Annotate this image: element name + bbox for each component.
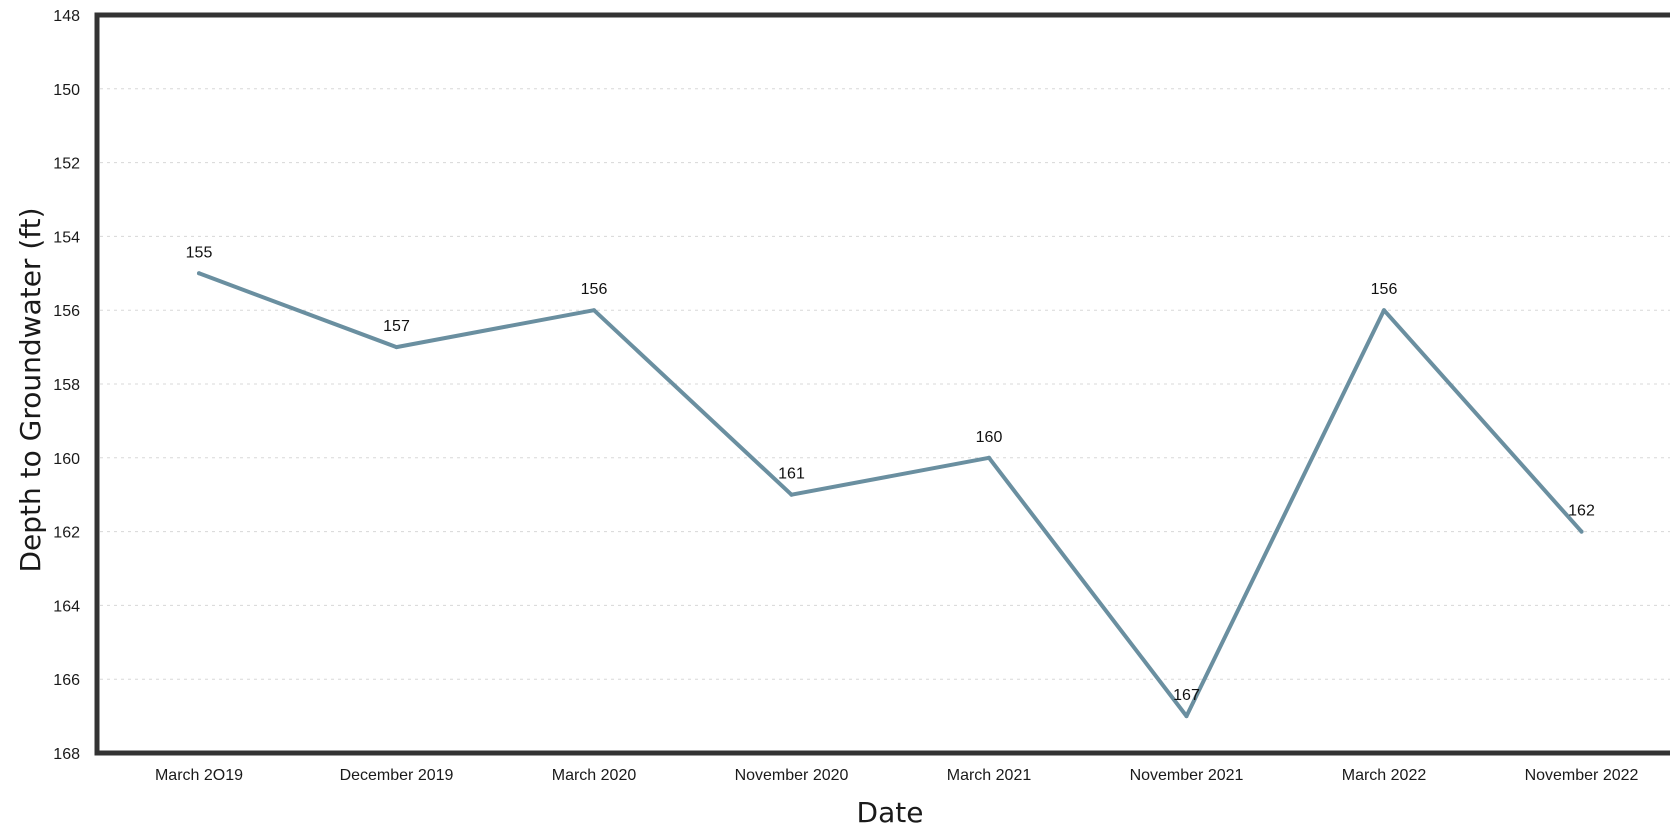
x-tick-label: March 2022	[1342, 767, 1427, 784]
data-point	[1382, 308, 1386, 313]
data-label: 157	[383, 318, 410, 335]
data-point	[592, 308, 596, 313]
series-line-group	[197, 271, 1584, 719]
y-tick-label: 154	[53, 229, 80, 246]
data-point	[987, 455, 991, 460]
data-point	[197, 271, 201, 276]
x-tick-label: March 2020	[552, 767, 637, 784]
series-line	[197, 271, 1584, 719]
data-point	[1184, 714, 1189, 719]
y-tick-label: 148	[53, 8, 80, 25]
data-label: 162	[1568, 503, 1595, 520]
y-tick-label: 156	[53, 303, 80, 320]
y-tick-label: 166	[53, 672, 80, 689]
y-tick-label: 164	[53, 598, 80, 615]
x-tick-label: November 2022	[1525, 767, 1639, 784]
data-label: 156	[1371, 281, 1398, 298]
data-point	[394, 345, 399, 350]
y-tick-label: 150	[53, 82, 80, 99]
y-axis-title: Depth to Groundwater (ft)	[14, 207, 47, 572]
data-label: 155	[186, 244, 213, 261]
y-axis-ticks: 148 150 152 154 156 158 160 162 164 166 168	[53, 8, 80, 763]
data-labels: 155 157 156 161 160 167 156 162	[186, 244, 1595, 704]
gridlines	[100, 88, 1670, 680]
x-tick-label: November 2021	[1130, 767, 1244, 784]
x-axis-ticks: March 2O19 December 2019 March 2020 Novembe…	[155, 767, 1639, 784]
x-tick-label: November 2020	[735, 767, 849, 784]
data-label: 160	[976, 429, 1003, 446]
data-label: 156	[581, 281, 608, 298]
data-label: 161	[778, 466, 805, 483]
data-point	[789, 492, 794, 497]
x-tick-label: March 2O19	[155, 767, 243, 784]
data-point	[1579, 529, 1584, 534]
data-label: 167	[1173, 687, 1200, 704]
y-tick-label: 158	[53, 377, 80, 394]
x-axis-title: Date	[857, 796, 924, 829]
y-tick-label: 160	[53, 451, 80, 468]
x-tick-label: March 2021	[947, 767, 1032, 784]
y-tick-label: 162	[53, 525, 80, 542]
x-tick-label: December 2019	[340, 767, 454, 784]
y-tick-label: 152	[53, 156, 80, 173]
plot-frame	[94, 12, 1670, 756]
y-tick-label: 168	[53, 746, 80, 763]
